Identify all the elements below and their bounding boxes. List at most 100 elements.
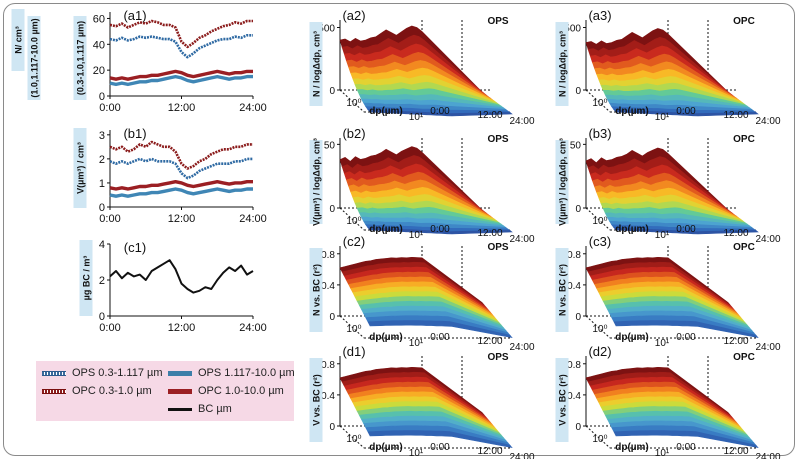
b2-surface-band (367, 227, 513, 235)
b2-time-tick-1: 12:00 (477, 228, 502, 239)
c1-panel-label: (c1) (124, 240, 146, 255)
d2-panel-label: (d2) (588, 344, 611, 359)
a3-xtick-log-1: 10¹ (655, 112, 670, 123)
d2-surface-band (613, 430, 759, 449)
b3-ztick-label: 50 (570, 140, 582, 151)
a2-surface-band (367, 109, 513, 117)
b1-ytick-label: 2 (99, 154, 105, 166)
b2-floor-left (339, 207, 365, 231)
a3-zlabel: N / logΔdp, cm³ (558, 31, 568, 97)
a1-ytick-label: 60 (93, 13, 105, 25)
a1-panel-label: (a1) (123, 8, 146, 23)
a2-time-tick-0: 0:00 (430, 106, 450, 117)
c2-time-tick-1: 12:00 (477, 336, 502, 347)
d1-zlabel-bg (309, 358, 323, 442)
d1-time-tick-1: 12:00 (477, 446, 502, 457)
legend-label-ops-large: OPS 1.117-10.0 µm (198, 367, 295, 379)
d1-floor-left (339, 425, 365, 449)
b3-xtick-log-1: 10¹ (655, 230, 670, 241)
a2-ztick-label: 2500 (313, 24, 336, 35)
d2-time-tick-1: 12:00 (723, 446, 748, 457)
c3-floor-left (585, 315, 611, 339)
a1-ytick-label: 20 (93, 65, 105, 77)
b2-time-tick-0: 0:00 (430, 224, 450, 235)
a3-zlabel-bg (555, 22, 569, 106)
legend-item-ops-large: OPS 1.117-10.0 µm (168, 367, 295, 379)
c2-surface-group: 0 0.4 0.8 (c2) OPS 10⁰ 10¹ dp(µm) 0:00 12:00 24:00… (309, 234, 535, 353)
a3-time-tick-0: 0:00 (676, 106, 696, 117)
b3-ztick-label: 0 (575, 204, 581, 215)
c3-ztick-label: 0.4 (567, 281, 581, 292)
c2-ztick-label: 0.4 (321, 281, 335, 292)
a3-panel-label: (a3) (588, 8, 611, 23)
d1-zlabel: V vs. BC (r²) (312, 374, 322, 426)
d1-surface-band (367, 430, 513, 449)
b1-ylabel-bg (73, 128, 87, 208)
b1-series-ops-0-3-1-117-m (109, 157, 253, 180)
c1-xtick-label: 0:00 (99, 322, 120, 334)
a1-xtick-label: 12:00 (168, 102, 196, 114)
b3-instrument-label: OPC (733, 134, 755, 145)
c3-time-tick-1: 12:00 (723, 336, 748, 347)
a1-ylabel-inner-bg (73, 16, 87, 100)
d1-ztick-label: 0.4 (321, 391, 335, 402)
a1-xtick-label: 0:00 (99, 102, 120, 114)
a1-ytick-label: 0 (99, 91, 105, 103)
a1-ylabel-outer2: (1.0,1.117-10.0 µm) (30, 18, 40, 97)
c3-surface-band (613, 320, 759, 339)
c3-xtick-log-0: 10⁰ (592, 324, 607, 335)
legend-item-opc-small: OPC 0.3-1.0 µm (42, 385, 152, 397)
c3-time-tick-0: 0:00 (676, 332, 696, 343)
a3-xtick-log-0: 10⁰ (592, 98, 607, 109)
a3-ztick-label: 2500 (559, 24, 582, 35)
a2-xtick-log-1: 10¹ (409, 112, 424, 123)
b3-floor-left (585, 207, 611, 231)
a1-ylabel-inner: (0.3-1.0,1.117 µm) (76, 21, 86, 95)
a2-zlabel: N / logΔdp, cm³ (312, 31, 322, 97)
d2-xlabel: dp(µm) (615, 442, 649, 453)
c3-ztick-label: 0.8 (567, 250, 581, 261)
c3-time-tick-2: 24:00 (755, 342, 780, 353)
d2-zlabel-bg (555, 358, 569, 442)
a2-xlabel: dp(µm) (369, 106, 403, 117)
d2-time-tick-2: 24:00 (755, 452, 780, 459)
b2-zlabel-bg (309, 140, 323, 224)
c1-ylabel: µg BC / m³ (82, 256, 92, 301)
a1-ylabel-outer: N/ cm³ (14, 26, 24, 54)
b2-panel-label: (b2) (342, 126, 365, 141)
c2-ztick-label: 0.8 (321, 250, 335, 261)
b1-ytick-label: 0 (99, 202, 105, 214)
d2-instrument-label: OPC (733, 352, 755, 363)
b2-zlabel: V(µm³) / logΔdp, cm³ (312, 138, 322, 226)
b2-surface-group: 0 50 (b2) OPS 10⁰ 10¹ dp(µm) 0:00 12:00 24:00 V(µm… (309, 126, 535, 245)
a2-zlabel-bg (309, 22, 323, 106)
a3-ztick-label: 0 (575, 86, 581, 97)
c1-xtick-label: 12:00 (168, 322, 196, 334)
d2-xtick-log-0: 10⁰ (592, 434, 607, 445)
b3-zlabel: V(µm³) / logΔdp, cm³ (558, 138, 568, 226)
d1-time-tick-0: 0:00 (430, 442, 450, 453)
c2-floor-left (339, 315, 365, 339)
c2-zlabel-bg (309, 248, 323, 332)
a3-time-tick-2: 24:00 (755, 116, 780, 127)
c2-instrument-label: OPS (487, 242, 508, 253)
b1-ytick-label: 3 (99, 130, 105, 142)
c3-instrument-label: OPC (733, 242, 755, 253)
b2-ztick-label: 0 (329, 204, 335, 215)
b1-xtick-label: 0:00 (99, 213, 120, 225)
legend-item-bc: BC µm (168, 403, 232, 415)
d2-surface-group: 0 0.4 0.8 (d2) OPC 10⁰ 10¹ dp(µm) 0:00 12:00 24:00… (555, 344, 781, 459)
a1-series-opc-1-0-10-0-m (109, 69, 253, 81)
d2-floor-left (585, 425, 611, 449)
c2-panel-label: (c2) (343, 234, 365, 249)
legend: OPS 0.3-1.117 µm OPC 0.3-1.0 µm OPS 1.11… (36, 361, 295, 421)
a1-ylabel-outer2-bg (27, 16, 41, 100)
a2-xtick-log-0: 10⁰ (346, 98, 361, 109)
legend-label-bc: BC µm (198, 403, 232, 415)
c2-zlabel: N vs. BC (r²) (312, 264, 322, 316)
a1-ylabel-outer-bg (11, 9, 25, 71)
c1-xtick-label: 24:00 (239, 322, 267, 334)
c3-xtick-log-1: 10¹ (655, 338, 670, 349)
c2-xtick-log-1: 10¹ (409, 338, 424, 349)
